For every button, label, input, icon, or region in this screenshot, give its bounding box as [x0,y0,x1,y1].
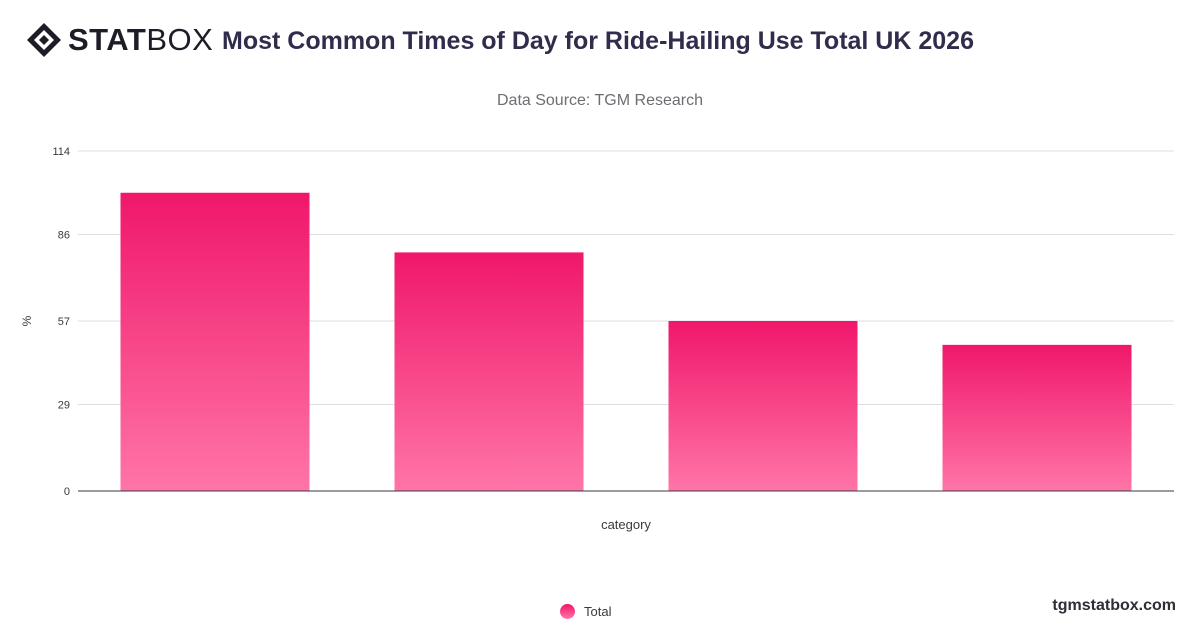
bar-total-2[interactable] [394,252,584,491]
y-tick-label: 0 [64,486,70,498]
y-tick-label: 114 [52,146,70,158]
footer-site: tgmstatbox.com [1052,597,1176,614]
y-axis-label: % [20,315,34,326]
chart-legend[interactable]: Total [560,601,611,621]
brand-wordmark: STATBOX [68,22,213,58]
y-tick-label: 86 [58,230,70,242]
x-axis-label: category [601,517,651,532]
brand-stat: STAT [68,22,147,57]
brand-box: BOX [146,22,214,57]
y-tick-label: 29 [58,400,70,412]
bar-total-3[interactable] [668,321,858,491]
bar-total-4[interactable] [942,344,1132,491]
brand-logo: STATBOX [26,22,213,58]
chart-title: Most Common Times of Day for Ride-Hailin… [222,27,974,55]
chart-subtitle: Data Source: TGM Research [496,92,703,109]
statbox-diamond-icon [27,23,61,57]
y-tick-label: 57 [58,316,70,328]
legend-label-total: Total [584,603,612,619]
bar-total-1[interactable] [120,192,310,491]
legend-swatch-total [560,603,575,619]
